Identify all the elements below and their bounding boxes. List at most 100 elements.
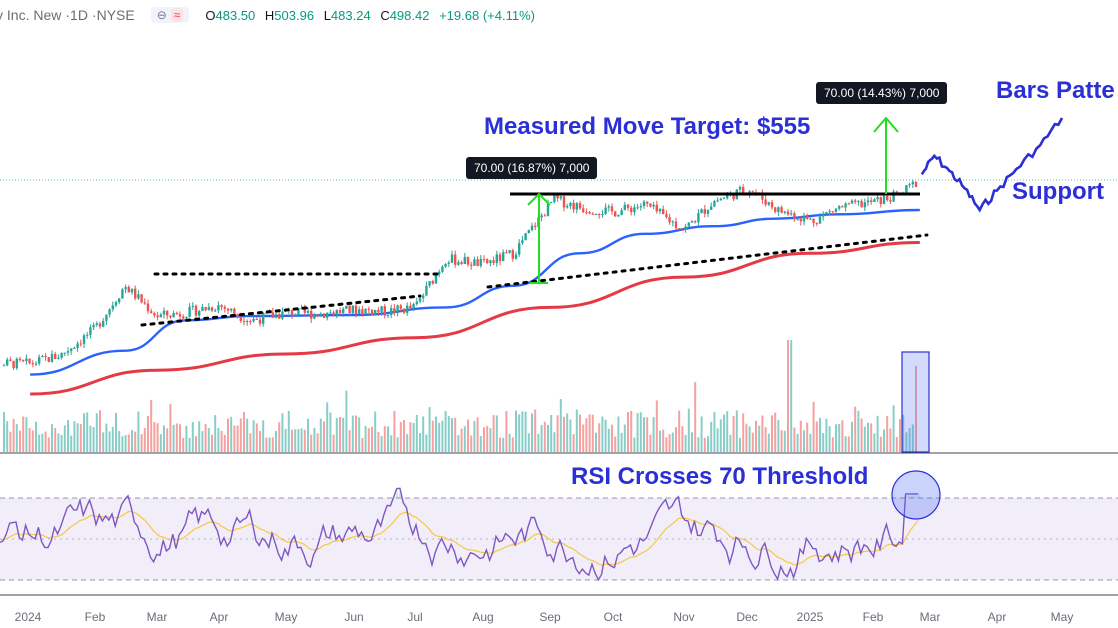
approx-icon[interactable]: ≈ — [170, 8, 184, 22]
candle — [828, 209, 831, 216]
candle — [438, 269, 441, 278]
volume-bar — [99, 410, 101, 452]
volume-bar — [287, 410, 290, 452]
candle — [847, 202, 850, 205]
volume-bar — [44, 431, 47, 452]
candle — [684, 223, 687, 233]
volume-bar — [57, 433, 60, 452]
candle — [57, 354, 60, 360]
candle — [457, 259, 460, 266]
candle — [780, 205, 783, 214]
candle — [889, 196, 892, 204]
candle — [306, 307, 310, 317]
volume-bar — [486, 426, 489, 452]
candle — [607, 204, 610, 212]
candle — [354, 301, 358, 318]
candle — [473, 256, 476, 266]
candle — [610, 203, 614, 215]
volume-bar — [787, 340, 789, 452]
candle — [879, 196, 882, 208]
candle — [412, 302, 415, 312]
volume-bar — [550, 415, 553, 452]
volume-bar — [566, 413, 569, 452]
volume-bar — [259, 431, 261, 452]
volume-bar — [812, 401, 815, 452]
volume-bar — [751, 432, 754, 452]
volume-bar — [758, 425, 761, 452]
volume-bar — [230, 416, 233, 452]
volume-bar — [380, 436, 383, 452]
volume-bar — [435, 416, 437, 452]
candle — [214, 308, 217, 313]
volume-bar — [511, 437, 514, 452]
volume-bar — [719, 419, 722, 452]
candle — [690, 220, 694, 223]
candle — [447, 260, 450, 268]
volume-bar — [118, 430, 121, 452]
volume-bar — [777, 419, 780, 452]
candle — [598, 213, 601, 219]
volume-bar — [835, 424, 837, 452]
volume-bar — [396, 437, 399, 452]
volume-bar — [147, 415, 149, 452]
volume-bar — [790, 340, 793, 452]
x-tick-label: Aug — [472, 610, 494, 624]
candle — [9, 356, 12, 362]
candle — [722, 197, 726, 200]
candle — [441, 265, 444, 273]
volume-bar — [716, 428, 719, 452]
candle — [207, 303, 210, 311]
candle — [502, 249, 505, 262]
volume-bar — [371, 426, 373, 452]
volume-bar — [771, 415, 773, 452]
candle — [809, 217, 812, 220]
volume-bar — [764, 427, 767, 452]
interval-label[interactable]: 1D — [70, 7, 88, 23]
candle — [713, 199, 716, 208]
volume-bar — [483, 427, 485, 452]
volume-bar — [748, 426, 751, 452]
volume-bar — [838, 423, 841, 452]
volume-bar — [639, 412, 642, 452]
candle — [614, 210, 617, 218]
candle — [540, 213, 543, 222]
minus-icon[interactable]: ⊖ — [156, 8, 167, 22]
volume-bar — [796, 433, 799, 452]
volume-bar — [249, 433, 252, 452]
candle — [470, 261, 473, 270]
candle — [630, 205, 633, 216]
candle — [89, 324, 92, 339]
candle — [812, 218, 815, 227]
volume-bar — [105, 423, 108, 452]
candle — [95, 321, 98, 327]
volume-bar — [102, 432, 105, 452]
volume-bar — [841, 420, 844, 452]
candle — [2, 363, 6, 367]
candle — [390, 304, 393, 319]
volume-bar — [204, 424, 207, 452]
candle — [559, 195, 562, 201]
indicator-toggle-group[interactable]: ⊖ ≈ — [150, 7, 190, 23]
candle — [281, 307, 284, 320]
volume-bar — [387, 426, 389, 452]
candle — [578, 200, 582, 210]
candle — [326, 312, 329, 321]
candle — [738, 185, 742, 194]
volume-bar — [899, 419, 901, 452]
candle — [335, 309, 338, 319]
candle — [591, 212, 594, 216]
volume-bar — [636, 413, 639, 452]
candle — [178, 311, 182, 320]
volume-bar — [51, 424, 53, 452]
candle — [623, 201, 626, 211]
candle — [486, 258, 489, 265]
volume-bar — [275, 430, 277, 452]
volume-bar — [134, 431, 137, 452]
volume-bar — [476, 417, 479, 452]
candle — [236, 313, 239, 319]
support-label: Support — [1012, 178, 1104, 205]
symbol-name[interactable]: y Inc. New — [0, 7, 62, 23]
volume-bar — [15, 424, 18, 452]
volume-bar — [601, 416, 604, 452]
